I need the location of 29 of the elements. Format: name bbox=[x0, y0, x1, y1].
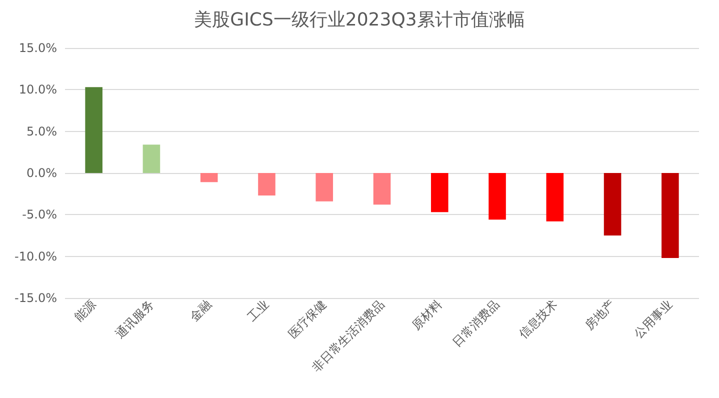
bar bbox=[546, 173, 564, 222]
x-tick-label: 原材料 bbox=[409, 297, 445, 332]
bar bbox=[316, 173, 334, 202]
y-tick-label: 15.0% bbox=[18, 41, 57, 55]
y-tick-label: 5.0% bbox=[26, 124, 57, 138]
bar bbox=[662, 173, 679, 258]
x-tick-label: 房地产 bbox=[582, 297, 618, 332]
x-tick-label: 能源 bbox=[72, 297, 99, 324]
y-tick-label: -5.0% bbox=[22, 208, 57, 222]
x-tick-label: 医疗保健 bbox=[285, 297, 330, 341]
x-tick-label: 公用事业 bbox=[631, 297, 676, 341]
y-tick-label: 0.0% bbox=[26, 166, 57, 180]
y-tick-label: 10.0% bbox=[18, 82, 57, 97]
bar bbox=[373, 173, 391, 205]
chart-title: 美股GICS一级行业2023Q3累计市值涨幅 bbox=[194, 10, 525, 30]
bar bbox=[142, 144, 160, 173]
x-tick-label: 信息技术 bbox=[516, 297, 560, 341]
bar bbox=[604, 173, 622, 236]
bar bbox=[200, 173, 218, 182]
y-tick-label: -15.0% bbox=[14, 291, 57, 305]
bar bbox=[258, 173, 276, 196]
bar bbox=[430, 173, 448, 212]
bar bbox=[85, 87, 102, 173]
x-tick-label: 通讯服务 bbox=[112, 297, 156, 341]
bar bbox=[488, 173, 506, 220]
x-tick-label: 金融 bbox=[187, 297, 214, 324]
x-tick-label: 工业 bbox=[244, 297, 272, 324]
y-tick-label: -10.0% bbox=[14, 249, 57, 264]
x-tick-label: 日常消费品 bbox=[450, 297, 502, 350]
